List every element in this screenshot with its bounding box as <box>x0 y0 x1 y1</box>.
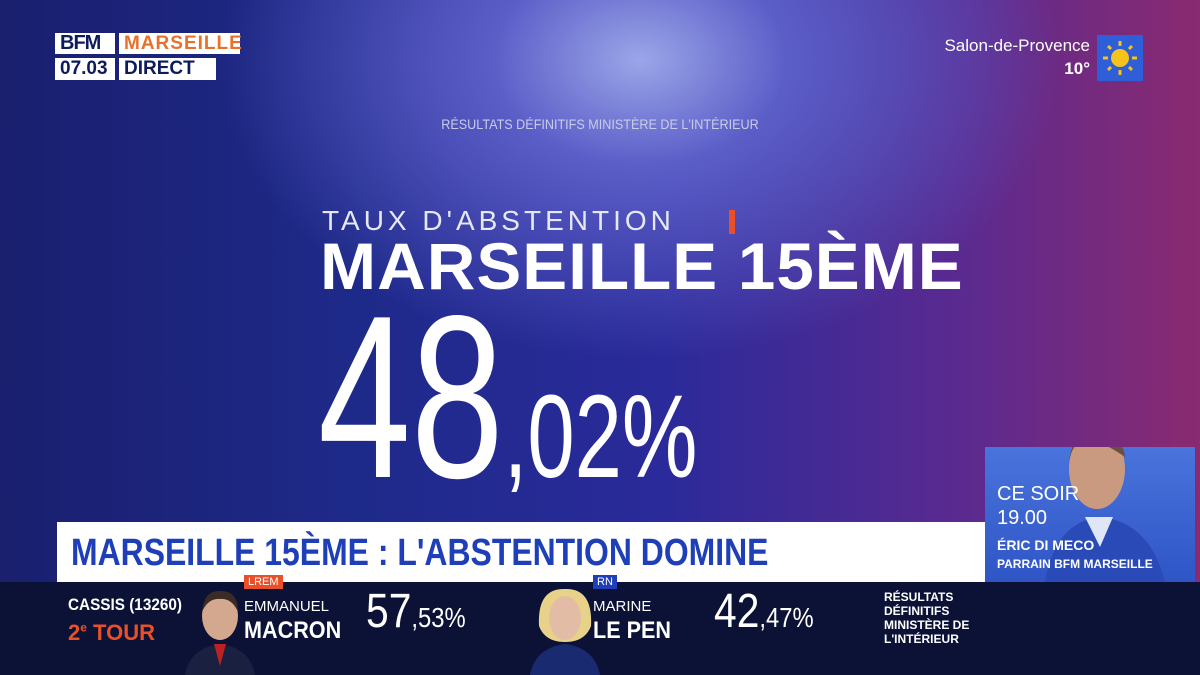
first-name: EMMANUEL <box>244 598 330 615</box>
party: LREM <box>244 575 283 589</box>
score: 57,53% <box>366 588 466 636</box>
last-name: MACRON <box>244 617 342 644</box>
score-decimal: ,53% <box>411 602 466 633</box>
kicker: TAUX D'ABSTENTION <box>322 205 675 236</box>
last-name: LE PEN <box>593 617 672 644</box>
inset-photo <box>1045 447 1165 582</box>
score: 42,47% <box>714 588 814 636</box>
party: RN <box>593 575 617 589</box>
inset: CE SOIR 19.00 ÉRIC DI MECO PARRAIN BFM M… <box>985 447 1195 582</box>
ticker-source: RÉSULTATS DÉFINITIFS MINISTÈRE DE L'INTÉ… <box>884 590 969 646</box>
value-decimal: ,02% <box>503 371 698 503</box>
inset-name: ÉRIC DI MECO <box>997 537 1095 553</box>
kicker-accent <box>729 210 735 234</box>
round-number: 2 <box>68 620 81 645</box>
brand: BFM <box>55 33 115 54</box>
source-line: L'INTÉRIEUR <box>884 632 959 646</box>
score-integer: 42 <box>714 585 760 638</box>
weather-temp: 10° <box>1064 59 1090 78</box>
source-line: DÉFINITIFS <box>884 604 950 618</box>
banner: MARSEILLE 15ÈME : L'ABSTENTION DOMINE <box>57 522 985 582</box>
source-line: MINISTÈRE DE <box>884 618 970 632</box>
photo-le-pen <box>530 588 600 675</box>
round-suffix: e <box>80 620 87 635</box>
weather-icon <box>1097 35 1143 81</box>
score-decimal: ,47% <box>759 602 814 633</box>
banner-text: MARSEILLE 15ÈME : L'ABSTENTION DOMINE <box>71 532 769 574</box>
round-label: TOUR <box>86 620 155 645</box>
inset-when: CE SOIR <box>997 483 1080 505</box>
inset-role: PARRAIN BFM MARSEILLE <box>997 557 1153 571</box>
score-integer: 57 <box>366 585 412 638</box>
live: DIRECT <box>119 58 216 80</box>
title: MARSEILLE 15ÈME <box>320 229 964 303</box>
value: 48,02% <box>318 282 697 514</box>
photo-macron <box>185 590 255 675</box>
weather-city: Salon-de-Provence <box>944 36 1090 55</box>
time: 07.03 <box>55 58 115 80</box>
inset-time: 19.00 <box>997 507 1048 529</box>
ticker-round: 2e TOUR <box>68 620 155 646</box>
value-integer: 48 <box>318 268 504 527</box>
first-name: MARINE <box>593 598 652 615</box>
source-line: RÉSULTATS <box>884 590 954 604</box>
channel: MARSEILLE <box>119 33 242 54</box>
ticker-place: CASSIS (13260) <box>68 595 182 614</box>
ticker: CASSIS (13260) 2e TOUR LREM EMMANUEL MAC… <box>0 575 1200 675</box>
source: RÉSULTATS DÉFINITIFS MINISTÈRE DE L'INTÉ… <box>441 116 759 132</box>
